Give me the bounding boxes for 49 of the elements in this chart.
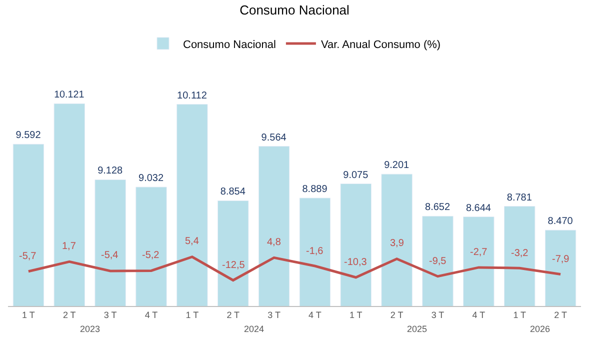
data-label: -5,4 — [101, 250, 119, 261]
data-label: 9.128 — [98, 166, 124, 177]
data-label: 9.201 — [384, 160, 410, 172]
data-label: -7,9 — [552, 254, 570, 265]
x-tick-label: 3 T — [104, 310, 118, 320]
chart-title: Consumo Nacional — [240, 2, 350, 18]
data-label: -5,7 — [19, 251, 37, 262]
x-tick-label: 4 T — [308, 310, 322, 320]
data-label: -5,2 — [142, 250, 160, 261]
annotation: 2023 — [80, 324, 100, 334]
legend-label: Var. Anual Consumo (%) — [320, 38, 441, 51]
x-tick-label: 1 T — [513, 310, 527, 320]
x-tick-label: 3 T — [431, 310, 445, 320]
data-label: 9.075 — [343, 170, 369, 181]
data-label: 8.470 — [548, 216, 574, 228]
data-label: 3,9 — [390, 238, 404, 249]
data-label: -10,3 — [344, 257, 368, 268]
annotation: 2025 — [407, 324, 428, 334]
x-tick-label: 1 T — [349, 310, 363, 320]
data-label: 8.644 — [466, 202, 492, 214]
data-label: 8.889 — [302, 184, 328, 196]
data-label: 10.112 — [177, 90, 208, 102]
legend-label: Consumo Nacional — [183, 38, 276, 51]
data-label: 8.854 — [220, 186, 246, 198]
data-label: 1,7 — [62, 241, 76, 252]
data-label: -3,2 — [511, 248, 529, 259]
x-tick-label: 2 T — [390, 310, 404, 320]
annotation: 2024 — [244, 324, 264, 334]
data-label: -2,7 — [470, 247, 488, 258]
x-tick-label: 4 T — [472, 310, 486, 320]
data-label: 9.592 — [16, 130, 42, 142]
x-tick-label: 1 T — [22, 310, 36, 320]
data-label: -12,5 — [222, 260, 246, 271]
data-label: 10.121 — [54, 90, 85, 101]
x-tick-label: 2 T — [226, 310, 240, 320]
data-label: 8.652 — [425, 202, 450, 214]
x-tick-label: 3 T — [268, 310, 281, 320]
data-label: 8.781 — [506, 192, 532, 204]
annotation: 2026 — [530, 324, 550, 334]
x-tick-label: 4 T — [144, 310, 158, 320]
x-tick-label: 2 T — [62, 310, 76, 320]
data-label: -1,6 — [306, 246, 324, 257]
x-tick-label: 2 T — [554, 310, 568, 320]
data-label: 9.032 — [138, 173, 164, 184]
data-label: 4,8 — [267, 237, 282, 248]
data-label: -9,5 — [429, 256, 447, 267]
data-label: 9.564 — [261, 132, 287, 144]
data-label: 5,4 — [185, 236, 200, 247]
x-tick-label: 1 T — [186, 310, 200, 320]
